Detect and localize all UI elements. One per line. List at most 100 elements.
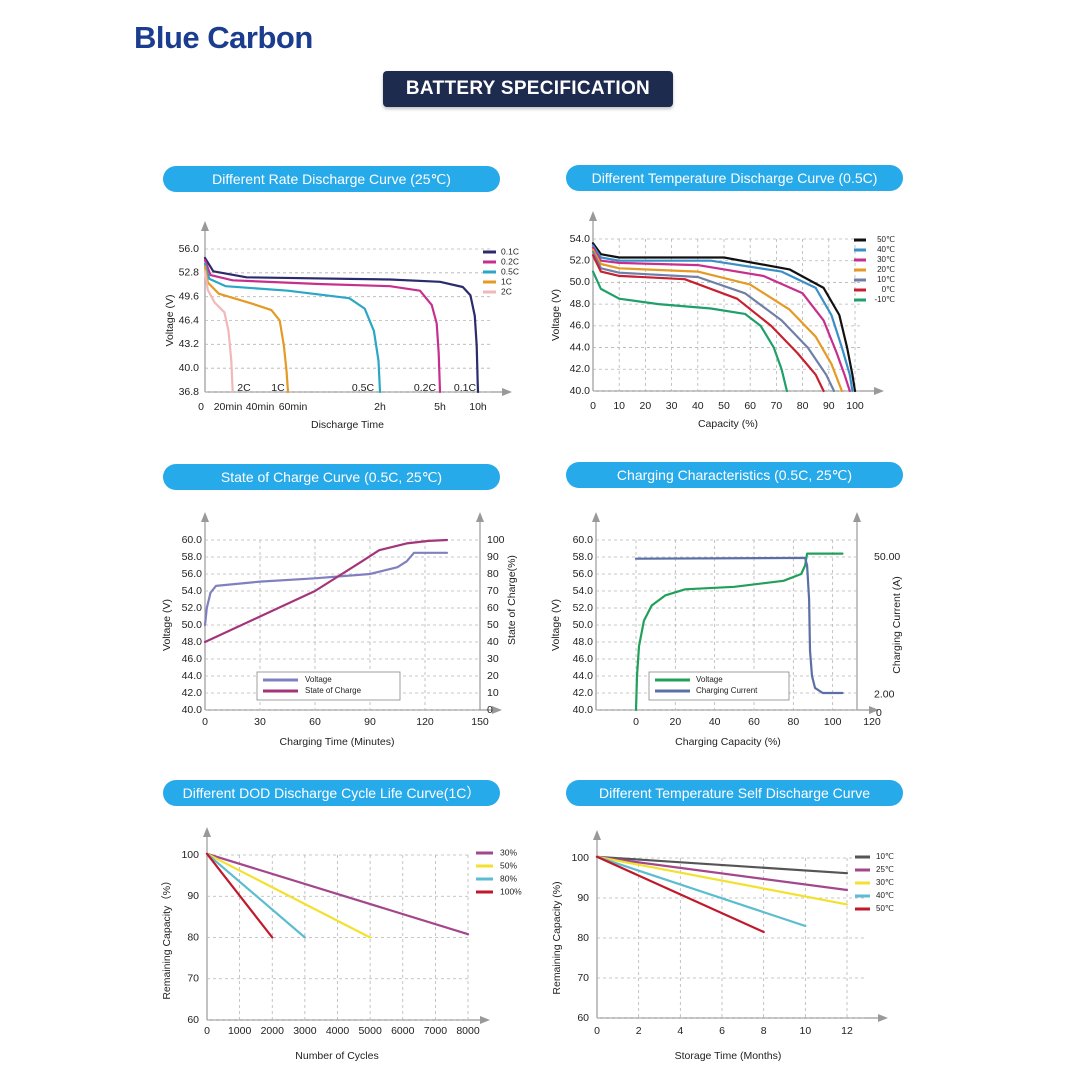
chart6-xtick: 2 bbox=[636, 1025, 642, 1037]
chart4-xtick: 100 bbox=[824, 716, 842, 728]
chart5-xtick: 6000 bbox=[391, 1025, 415, 1037]
chart5-ytick: 70 bbox=[187, 973, 199, 985]
chart4-xtick: 40 bbox=[709, 716, 721, 728]
chart1-legend-label: 0.1C bbox=[501, 246, 519, 256]
chart6-legend-label: 40℃ bbox=[876, 891, 894, 900]
chart3-xlabel: Charging Time (Minutes) bbox=[280, 736, 395, 748]
chart6-xtick: 0 bbox=[594, 1025, 600, 1037]
chart4-ytick: 46.0 bbox=[573, 653, 594, 665]
chart2-xlabel: Capacity (%) bbox=[698, 418, 758, 430]
chart5-xtick: 3000 bbox=[293, 1025, 317, 1037]
chart2-legend-label: 40℃ bbox=[877, 245, 895, 254]
chart5-line-50% bbox=[205, 852, 372, 939]
chart6-xtick: 8 bbox=[761, 1025, 767, 1037]
chart6-line-50℃ bbox=[595, 855, 765, 934]
chart2-xtick: 80 bbox=[797, 400, 809, 412]
chart4-line-Voltage bbox=[634, 552, 844, 712]
chart2-legend-label: 50℃ bbox=[877, 235, 895, 244]
chart6-xtick: 12 bbox=[841, 1025, 853, 1037]
chart1-line-2C bbox=[203, 270, 234, 394]
chart5-xtick: 1000 bbox=[228, 1025, 252, 1037]
chart3-legend-label: State of Charge bbox=[305, 686, 362, 695]
chart2-xtick: 70 bbox=[771, 400, 783, 412]
chart1-legend-label: 2C bbox=[501, 286, 512, 296]
chart1-xtick: 20min bbox=[214, 401, 243, 413]
chart3-legend-label: Voltage bbox=[305, 675, 332, 684]
chart5-ytick: 100 bbox=[181, 849, 199, 861]
chart5-legend-label: 50% bbox=[500, 860, 517, 870]
chart2-ytick: 46.0 bbox=[570, 320, 591, 332]
chart2-legend-label: 10℃ bbox=[877, 275, 895, 284]
chart1-ytick: 49.6 bbox=[179, 290, 200, 302]
chart1-ytick: 56.0 bbox=[179, 243, 200, 255]
chart1-ytick: 40.0 bbox=[179, 362, 200, 374]
chart2-line--10℃ bbox=[591, 270, 789, 393]
chart2-legend-label: 30℃ bbox=[877, 255, 895, 264]
chart5-xtick: 7000 bbox=[424, 1025, 448, 1037]
chart1-ytick: 36.8 bbox=[179, 386, 200, 398]
chart3-ytick: 48.0 bbox=[182, 636, 203, 648]
chart6-xtick: 6 bbox=[719, 1025, 725, 1037]
chart3-y2tick: 100 bbox=[487, 534, 505, 546]
chart1-legend-label: 0.2C bbox=[501, 256, 519, 266]
chart3-y2-arrow bbox=[476, 512, 484, 522]
chart4-x-arrow bbox=[869, 706, 879, 714]
chart3-y2label: State of Charge(%) bbox=[506, 555, 518, 645]
chart3-xtick: 60 bbox=[309, 716, 321, 728]
chart1-end-label: 0.1C bbox=[454, 382, 477, 394]
chart2-y-arrow bbox=[589, 211, 597, 221]
chart5-line-100% bbox=[205, 852, 274, 939]
chart6-x-arrow bbox=[878, 1014, 888, 1022]
chart3-y-arrow bbox=[201, 512, 209, 522]
chart3-ytick: 46.0 bbox=[182, 653, 203, 665]
chart5-xtick: 0 bbox=[204, 1025, 210, 1037]
chart4-y-arrow bbox=[592, 512, 600, 522]
chart2-xtick: 90 bbox=[823, 400, 835, 412]
chart1-line-0.1C bbox=[203, 256, 480, 394]
chart5-legend-label: 80% bbox=[500, 873, 517, 883]
chart-6-title: Different Temperature Self Discharge Cur… bbox=[566, 780, 903, 806]
chart2-line-20℃ bbox=[591, 248, 844, 393]
chart3-y2tick: 20 bbox=[487, 670, 499, 682]
chart2-ytick: 52.0 bbox=[570, 254, 591, 266]
chart4-y2tick: 50.00 bbox=[874, 551, 900, 563]
chart2-xtick: 100 bbox=[846, 400, 864, 412]
chart4-xtick: 60 bbox=[748, 716, 760, 728]
chart6-legend-label: 50℃ bbox=[876, 904, 894, 913]
chart2-xtick: 10 bbox=[613, 400, 625, 412]
chart4-ytick: 54.0 bbox=[573, 585, 594, 597]
chart3-y2tick: 90 bbox=[487, 551, 499, 563]
chart2-xtick: 50 bbox=[718, 400, 730, 412]
chart2-line-10℃ bbox=[591, 250, 836, 393]
chart4-xtick: 80 bbox=[787, 716, 799, 728]
chart6-line-25℃ bbox=[595, 855, 849, 892]
chart1-line-0.5C bbox=[203, 262, 382, 394]
chart1-ytick: 43.2 bbox=[179, 338, 200, 350]
chart2-ylabel: Voltage (V) bbox=[550, 289, 562, 341]
chart3-ytick: 56.0 bbox=[182, 568, 203, 580]
chart6-xlabel: Storage Time (Months) bbox=[675, 1050, 782, 1062]
chart1-ylabel: Voltage (V) bbox=[164, 295, 176, 347]
chart3-y2tick: 40 bbox=[487, 636, 499, 648]
chart4-line-Charging Current bbox=[634, 556, 844, 695]
chart5-ytick: 90 bbox=[187, 890, 199, 902]
chart3-ytick: 40.0 bbox=[182, 704, 203, 716]
chart5-legend-label: 100% bbox=[500, 886, 522, 896]
chart4-ylabel: Voltage (V) bbox=[550, 599, 562, 651]
chart2-legend-label: 20℃ bbox=[877, 265, 895, 274]
chart4-ytick: 52.0 bbox=[573, 602, 594, 614]
chart6-legend-label: 30℃ bbox=[876, 878, 894, 887]
chart4-legend-box bbox=[648, 671, 790, 701]
chart-1-title: Different Rate Discharge Curve (25℃) bbox=[163, 166, 500, 192]
chart2-legend-label: 0℃ bbox=[882, 285, 895, 294]
chart4-xlabel: Charging Capacity (%) bbox=[675, 736, 781, 748]
chart4-ytick: 44.0 bbox=[573, 670, 594, 682]
chart1-xtick: 2h bbox=[374, 401, 386, 413]
chart2-line-0℃ bbox=[591, 254, 825, 393]
chart6-legend-label: 25℃ bbox=[876, 865, 894, 874]
chart4-ytick: 48.0 bbox=[573, 636, 594, 648]
chart3-y2tick: 30 bbox=[487, 653, 499, 665]
chart5-y-arrow bbox=[203, 827, 211, 837]
chart5-xlabel: Number of Cycles bbox=[295, 1050, 378, 1062]
